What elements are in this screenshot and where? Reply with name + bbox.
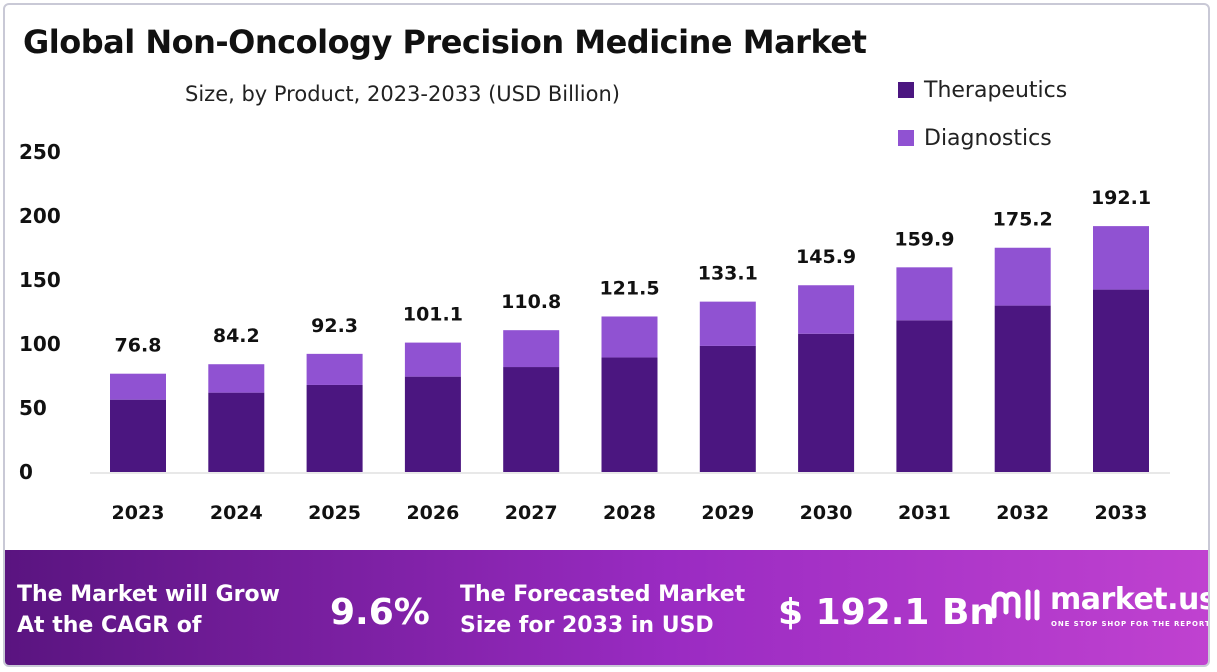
bar-chart: 0 50 100 150 200 250 76.8 2023 84.2 2024 92.3 2025 1… [19, 140, 1170, 524]
bar-diagnostics [208, 364, 265, 393]
bar-diagnostics [1093, 226, 1149, 290]
cagr-caption: The Market will Grow At the CAGR of [17, 579, 280, 641]
total-data-label: 84.2 [213, 325, 260, 347]
x-tick-label: 2033 [1095, 502, 1148, 524]
bar-therapeutics [1093, 289, 1149, 472]
bar-diagnostics [404, 342, 461, 377]
chart-card: Global Non-Oncology Precision Medicine M… [3, 3, 1210, 667]
y-tick-label: 100 [19, 332, 61, 356]
bar-diagnostics [994, 247, 1051, 306]
bar-diagnostics [110, 373, 166, 400]
legend-item-therapeutics: Therapeutics [898, 75, 1067, 105]
x-tick-label: 2028 [603, 502, 656, 524]
chart-subtitle: Size, by Product, 2023-2033 (USD Billion… [185, 82, 620, 106]
bar-diagnostics [503, 330, 560, 368]
x-tick-label: 2027 [505, 502, 558, 524]
chart-title: Global Non-Oncology Precision Medicine M… [23, 23, 867, 61]
total-data-label: 175.2 [993, 209, 1053, 231]
brand-tagline: ONE STOP SHOP FOR THE REPORTS [1051, 620, 1210, 628]
bar-therapeutics [306, 384, 363, 472]
x-tick-label: 2031 [898, 502, 951, 524]
total-data-label: 121.5 [599, 277, 659, 299]
forecast-caption-line1: The Forecasted Market [460, 582, 746, 607]
bar-diagnostics [798, 285, 855, 334]
x-tick-label: 2030 [800, 502, 853, 524]
forecast-value: $ 192.1 Bn [778, 592, 996, 633]
legend-label-diagnostics: Diagnostics [924, 125, 1052, 151]
y-tick-label: 200 [19, 204, 61, 228]
x-tick-label: 2032 [996, 502, 1049, 524]
cagr-caption-line1: The Market will Grow [17, 582, 280, 607]
bar-therapeutics [110, 399, 166, 472]
bar-therapeutics [208, 392, 265, 472]
bar-therapeutics [896, 320, 953, 472]
x-tick-label: 2024 [210, 502, 263, 524]
chart-legend: Therapeutics Diagnostics [898, 75, 1067, 171]
bar-diagnostics [699, 301, 756, 346]
cagr-caption-line2: At the CAGR of [17, 613, 202, 638]
total-data-label: 101.1 [403, 304, 463, 326]
y-tick-label: 0 [19, 460, 33, 484]
bar-diagnostics [306, 353, 363, 385]
x-tick-label: 2029 [701, 502, 754, 524]
total-data-label: 92.3 [311, 315, 358, 337]
bar-therapeutics [404, 376, 461, 472]
total-data-label: 192.1 [1091, 187, 1151, 209]
bar-diagnostics [601, 316, 658, 358]
total-data-label: 159.9 [894, 228, 954, 250]
y-tick-label: 50 [19, 396, 47, 420]
y-tick-label: 150 [19, 268, 61, 292]
forecast-caption-line2: Size for 2033 in USD [460, 613, 714, 638]
brand-name: market.us [1050, 582, 1210, 617]
total-data-label: 76.8 [115, 335, 162, 357]
total-data-label: 145.9 [796, 246, 856, 268]
bar-therapeutics [798, 333, 855, 472]
legend-swatch-diagnostics [898, 130, 914, 146]
bar-diagnostics [896, 267, 953, 321]
legend-label-therapeutics: Therapeutics [924, 77, 1068, 103]
x-tick-label: 2023 [112, 502, 165, 524]
bar-therapeutics [994, 305, 1051, 472]
legend-swatch-therapeutics [898, 82, 914, 98]
legend-item-diagnostics: Diagnostics [898, 123, 1067, 153]
x-tick-label: 2025 [308, 502, 361, 524]
market-us-logo-icon [991, 589, 1040, 621]
cagr-value: 9.6% [330, 592, 430, 633]
total-data-label: 110.8 [501, 291, 561, 313]
bar-therapeutics [601, 357, 658, 472]
total-data-label: 133.1 [698, 263, 758, 285]
bar-therapeutics [699, 345, 756, 472]
footer-banner: The Market will Grow At the CAGR of 9.6%… [5, 550, 1210, 665]
x-tick-label: 2026 [406, 502, 459, 524]
bar-therapeutics [503, 367, 560, 472]
forecast-caption: The Forecasted Market Size for 2033 in U… [460, 579, 745, 641]
y-tick-label: 250 [19, 140, 61, 164]
